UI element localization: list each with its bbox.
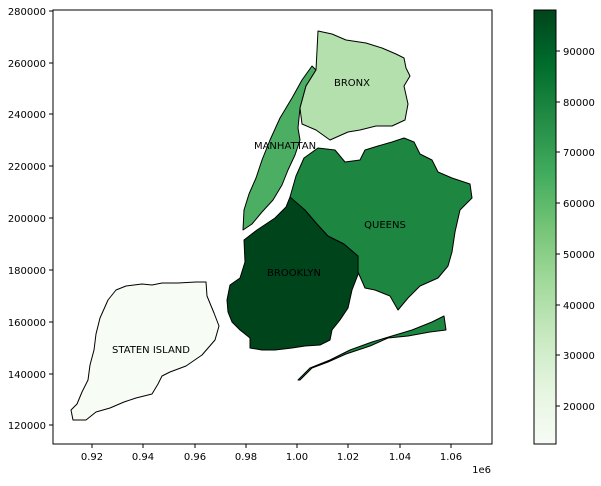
y-tick-label: 180000: [8, 266, 46, 277]
y-tick-label: 240000: [8, 110, 46, 121]
x-tick-label: 1.02: [337, 452, 359, 463]
x-offset-label: 1e6: [472, 465, 491, 476]
colorbar-tick-label: 60000: [563, 199, 595, 210]
label-bronx: BRONX: [334, 78, 370, 89]
x-tick-label: 0.96: [184, 452, 206, 463]
colorbar-tick-label: 30000: [563, 351, 595, 362]
colorbar-tick-label: 70000: [563, 148, 595, 159]
y-tick-label: 140000: [8, 370, 46, 381]
x-tick-label: 0.92: [81, 452, 103, 463]
colorbar-tick-label: 20000: [563, 402, 595, 413]
region-bronx[interactable]: [299, 30, 411, 141]
y-tick-label: 260000: [8, 59, 46, 70]
y-tick-label: 120000: [8, 421, 46, 432]
region-queens[interactable]: [289, 137, 473, 381]
colorbar-tick-label: 80000: [563, 98, 595, 109]
x-tick-label: 1.00: [286, 452, 308, 463]
y-tick-label: 220000: [8, 162, 46, 173]
x-tick-label: 1.06: [440, 452, 462, 463]
x-tick-label: 0.94: [132, 452, 154, 463]
label-staten-island: STATEN ISLAND: [112, 345, 190, 356]
colorbar-tick-label: 40000: [563, 301, 595, 312]
label-brooklyn: BROOKLYN: [267, 268, 321, 279]
colorbar-tick-label: 50000: [563, 250, 595, 261]
y-axis: 120000 140000 160000 180000 200000 22000…: [8, 7, 53, 432]
y-tick-label: 160000: [8, 318, 46, 329]
x-tick-label: 0.98: [235, 452, 257, 463]
label-queens: QUEENS: [364, 220, 406, 231]
region-brooklyn[interactable]: [226, 193, 360, 351]
colorbar-tick-label: 90000: [563, 47, 595, 58]
y-tick-label: 280000: [8, 7, 46, 18]
colorbar: 20000 30000 40000 50000 60000 70000 8000…: [533, 9, 595, 445]
colorbar-gradient: [533, 9, 557, 445]
y-tick-label: 200000: [8, 214, 46, 225]
region-staten-island[interactable]: [70, 281, 220, 421]
x-tick-label: 1.04: [389, 452, 411, 463]
x-axis: 0.92 0.94 0.96 0.98 1.00 1.02 1.04 1.06 …: [81, 444, 491, 476]
label-manhattan: MANHATTAN: [254, 141, 316, 152]
